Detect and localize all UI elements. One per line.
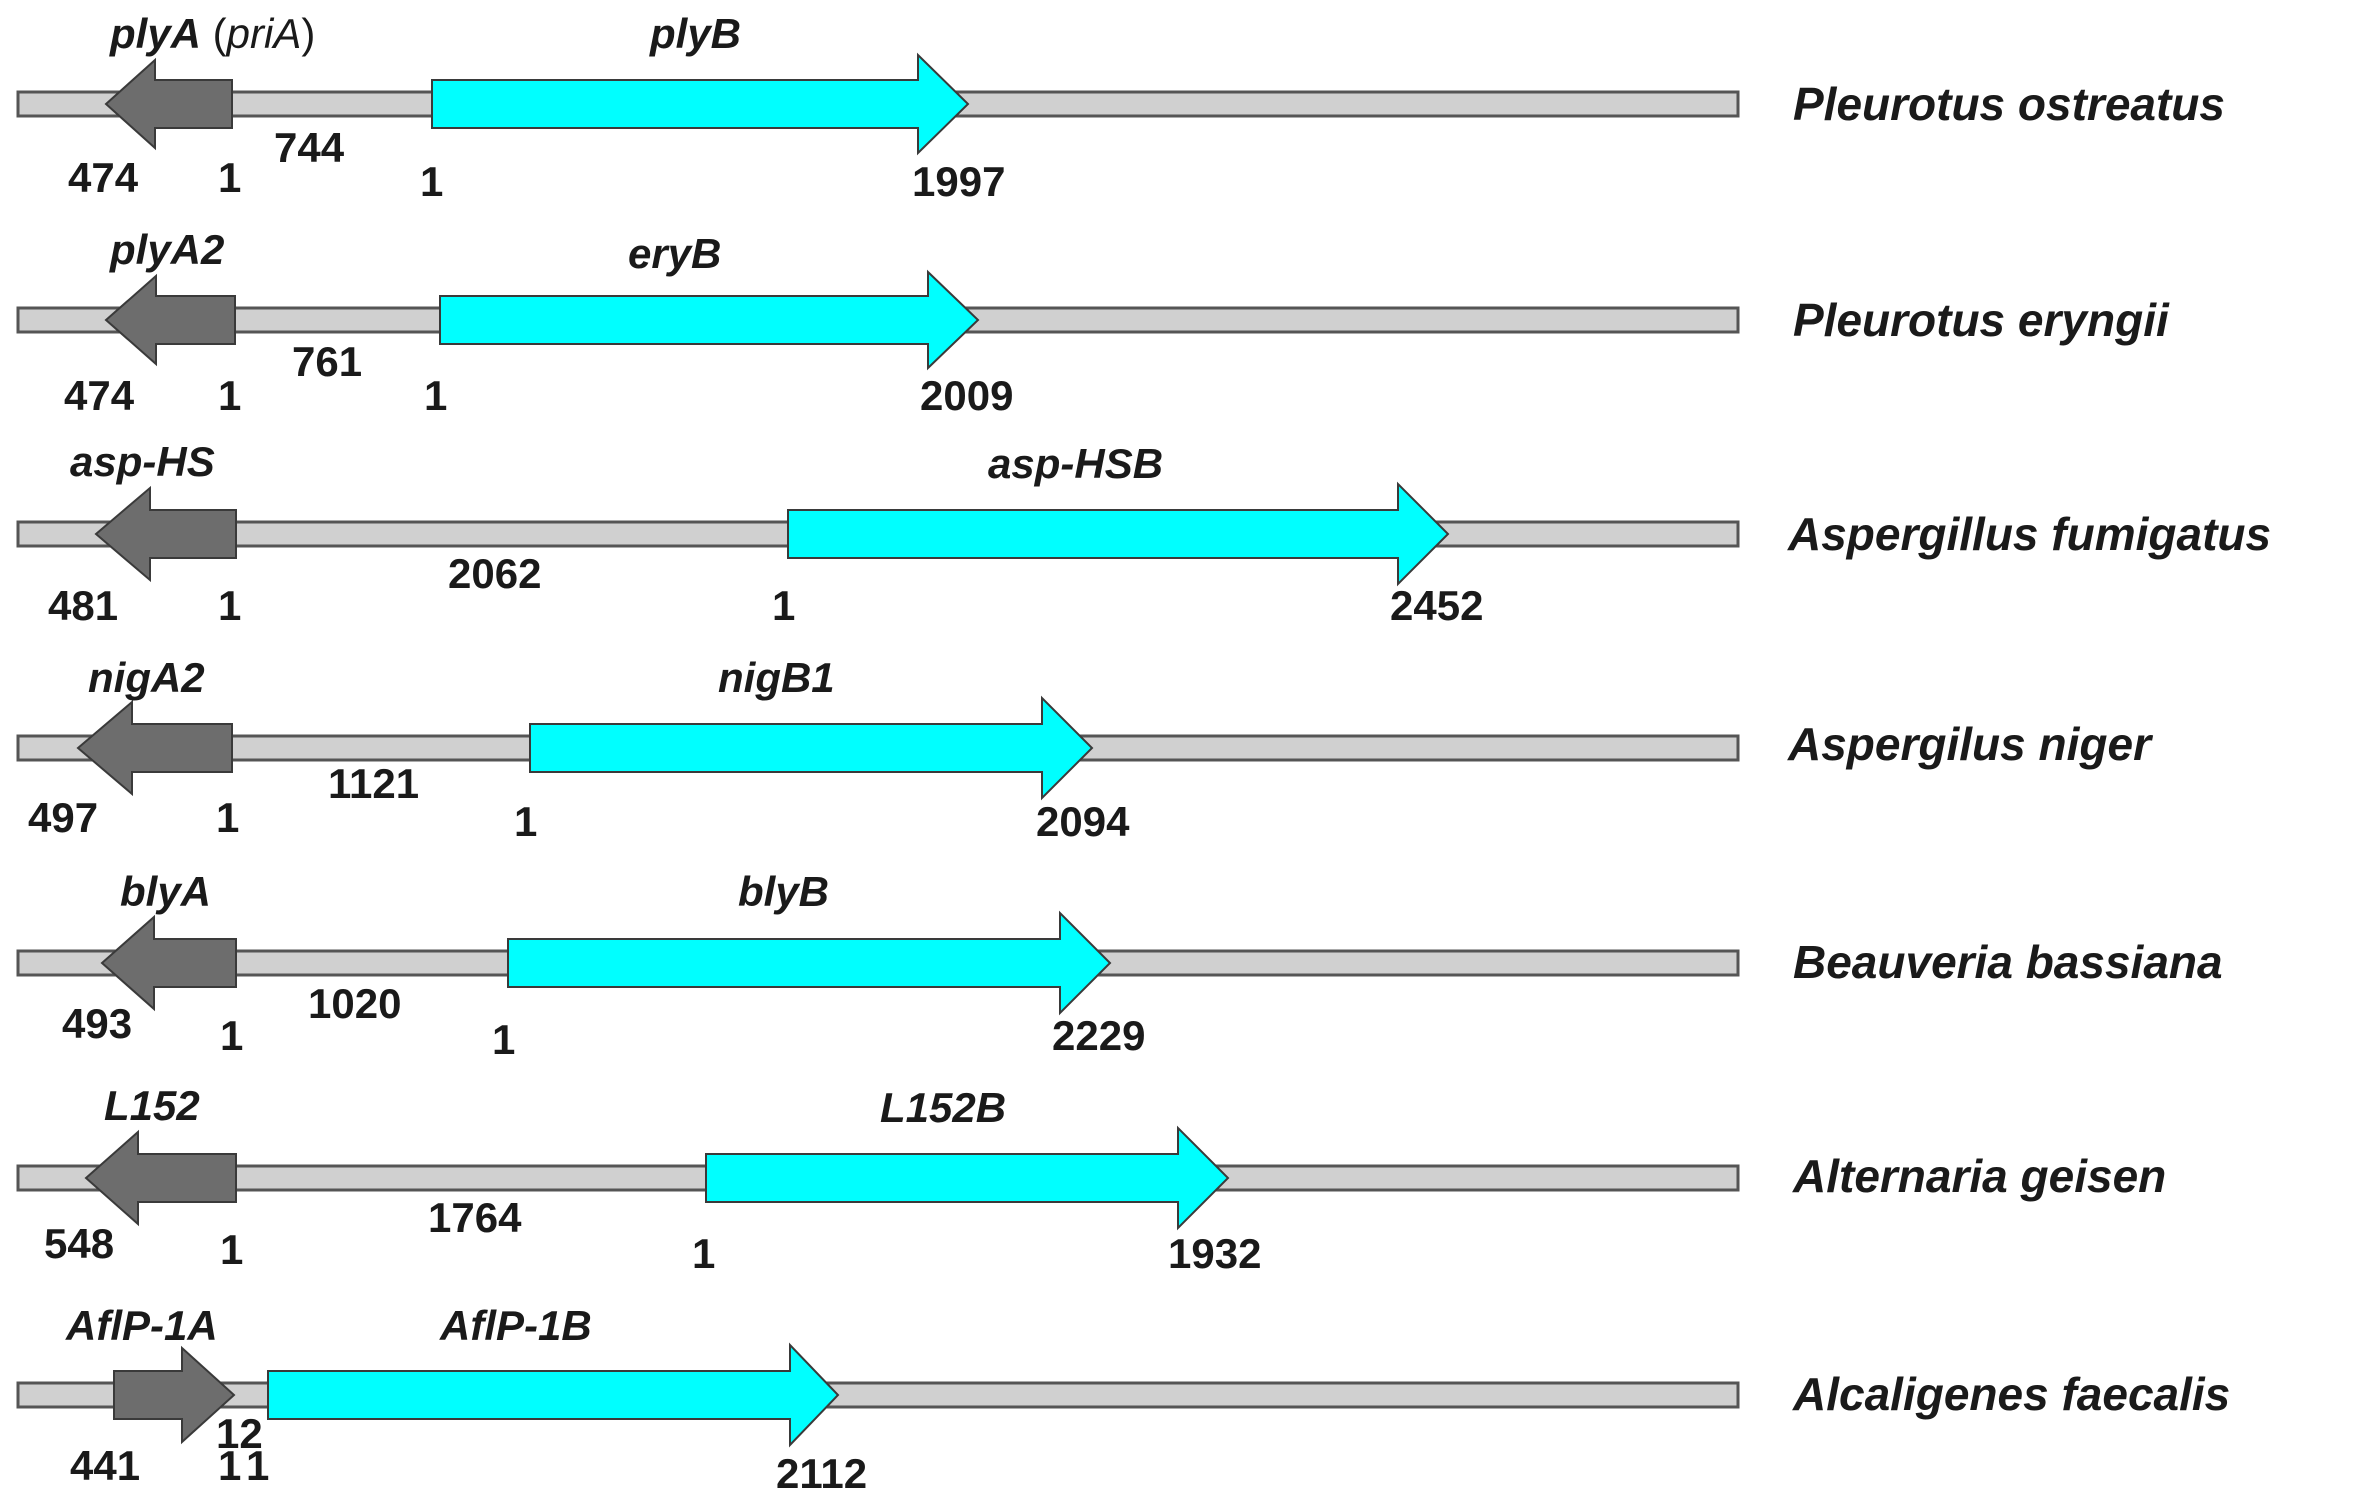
gene-a-length: 474 xyxy=(68,154,139,201)
species-name: Alcaligenes faecalis xyxy=(1792,1368,2230,1420)
row-aspergillus-fumigatus: asp-HS asp-HSB 481 1 2062 1 2452 Aspergi… xyxy=(16,438,2271,629)
gene-b-label: blyB xyxy=(738,868,829,915)
intergenic-length: 761 xyxy=(292,338,362,385)
gene-b-label: eryB xyxy=(628,230,721,277)
gene-b-start: 1 xyxy=(692,1230,715,1277)
gene-b-start: 1 xyxy=(514,798,537,845)
row-alternaria-geisen: L152 L152B 548 1 1764 1 1932 Alternaria … xyxy=(16,1082,2166,1277)
row-alcaligenes-faecalis: AflP-1A AflP-1B 441 12 1 1 2112 Alcalige… xyxy=(16,1302,2230,1497)
gene-a-length: 474 xyxy=(64,372,135,419)
gene-b-length: 2112 xyxy=(776,1450,867,1497)
intergenic-length: 1764 xyxy=(428,1194,522,1241)
gene-b-start: 1 xyxy=(246,1442,269,1489)
gene-b-label: L152B xyxy=(880,1084,1006,1131)
gene-a-arrow xyxy=(76,699,233,797)
row-beauveria-bassiana: blyA blyB 493 1 1020 1 2229 Beauveria ba… xyxy=(16,868,2223,1063)
gene-b-arrow xyxy=(507,910,1112,1016)
gene-a-label: asp-HS xyxy=(70,438,215,485)
gene-a-length: 481 xyxy=(48,582,118,629)
species-name: Pleurotus ostreatus xyxy=(1793,78,2225,130)
gene-b-length: 2229 xyxy=(1052,1012,1145,1059)
gene-a-start: 1 xyxy=(220,1012,243,1059)
gene-a-label: plyA2 xyxy=(109,226,224,273)
gene-a-arrow xyxy=(84,1129,237,1227)
species-name: Aspergilus niger xyxy=(1787,718,2153,770)
gene-b-start: 1 xyxy=(420,158,443,205)
gene-b-length: 2009 xyxy=(920,372,1013,419)
gene-a-arrow xyxy=(104,273,236,367)
gene-a-label: AflP-1A xyxy=(65,1302,218,1349)
gene-b-label: asp-HSB xyxy=(988,440,1163,487)
gene-b-start: 1 xyxy=(772,582,795,629)
gene-b-length: 1932 xyxy=(1168,1230,1261,1277)
gene-a-start: 1 xyxy=(216,794,239,841)
intergenic-length: 1020 xyxy=(308,980,401,1027)
gene-a-label: L152 xyxy=(104,1082,200,1129)
row-aspergilus-niger: nigA2 nigB1 497 1 1121 1 2094 Aspergilus… xyxy=(16,654,2153,845)
species-name: Aspergillus fumigatus xyxy=(1787,508,2271,560)
gene-b-arrow xyxy=(529,695,1094,801)
gene-b-length: 1997 xyxy=(912,158,1005,205)
gene-a-arrow xyxy=(94,485,237,583)
gene-a-label: plyA (priA) xyxy=(109,10,315,57)
intergenic-length: 12 xyxy=(216,1410,263,1457)
gene-a-length: 441 xyxy=(70,1442,140,1489)
gene-a-end: 1 xyxy=(218,1442,241,1489)
gene-a-arrow xyxy=(104,57,233,151)
intergenic-length: 1121 xyxy=(328,760,419,807)
gene-b-arrow xyxy=(439,269,980,371)
gene-b-label: AflP-1B xyxy=(439,1302,592,1349)
intergenic-length: 744 xyxy=(274,124,345,171)
intergenic-length: 2062 xyxy=(448,550,541,597)
gene-b-arrow xyxy=(705,1125,1230,1231)
gene-b-arrow xyxy=(267,1342,840,1448)
gene-a-arrow xyxy=(113,1345,236,1445)
gene-a-length: 497 xyxy=(28,794,98,841)
gene-b-start: 1 xyxy=(424,372,447,419)
gene-a-start: 1 xyxy=(218,154,241,201)
gene-b-arrow xyxy=(431,52,970,156)
gene-b-start: 1 xyxy=(492,1016,515,1063)
gene-a-length: 548 xyxy=(44,1220,114,1267)
gene-b-arrow xyxy=(787,481,1450,587)
gene-a-start: 1 xyxy=(220,1226,243,1273)
gene-b-label: plyB xyxy=(649,10,741,57)
species-name: Alternaria geisen xyxy=(1792,1150,2166,1202)
gene-b-length: 2094 xyxy=(1036,798,1130,845)
gene-a-start: 1 xyxy=(218,582,241,629)
species-name: Beauveria bassiana xyxy=(1793,936,2223,988)
gene-a-length: 493 xyxy=(62,1000,132,1047)
gene-a-label: nigA2 xyxy=(88,654,205,701)
gene-b-length: 2452 xyxy=(1390,582,1483,629)
gene-b-label: nigB1 xyxy=(718,654,835,701)
gene-a-arrow xyxy=(100,914,237,1012)
gene-a-start: 1 xyxy=(218,372,241,419)
row-pleurotus-ostreatus: plyA (priA) plyB 474 1 744 1 1997 Pleuro… xyxy=(16,10,2225,205)
gene-a-label: blyA xyxy=(120,868,211,915)
species-name: Pleurotus eryngii xyxy=(1793,294,2170,346)
row-pleurotus-eryngii: plyA2 eryB 474 1 761 1 2009 Pleurotus er… xyxy=(16,226,2170,419)
